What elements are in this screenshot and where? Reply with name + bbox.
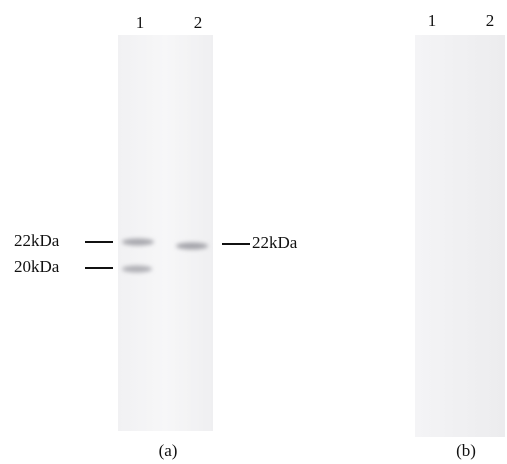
panel-caption: (b) — [456, 441, 476, 460]
marker-label: 22kDa — [14, 231, 60, 250]
lane-label: 1 — [136, 13, 145, 32]
lane-label: 2 — [194, 13, 203, 32]
figure: 1 2 22kDa 20kDa 22kDa (a) 1 2 (b) — [0, 0, 507, 464]
band — [122, 266, 152, 273]
band — [122, 239, 154, 246]
blot-strip — [415, 35, 505, 437]
marker-label: 22kDa — [252, 233, 298, 252]
panel-caption: (a) — [159, 441, 178, 460]
lane-label: 1 — [428, 11, 437, 30]
blot-strip — [118, 35, 213, 431]
marker-label: 20kDa — [14, 257, 60, 276]
band — [176, 243, 208, 250]
lane-label: 2 — [486, 11, 495, 30]
